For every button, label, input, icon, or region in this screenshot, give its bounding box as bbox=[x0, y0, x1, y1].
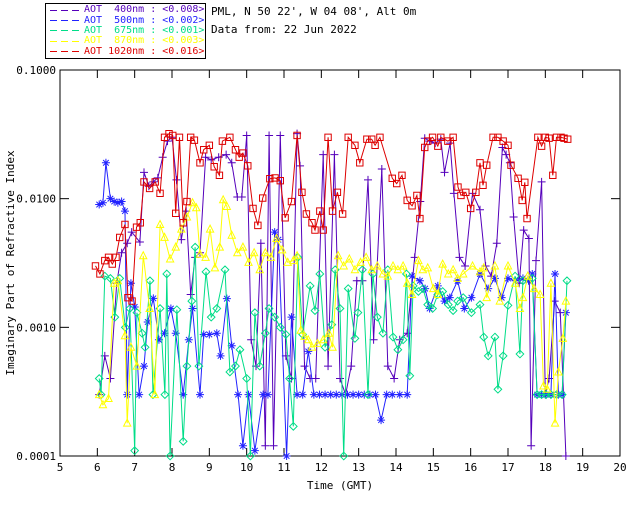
legend-label: AOT 870nm : <0.003> bbox=[84, 35, 205, 47]
dashed-line-icon bbox=[50, 9, 80, 11]
station-title: PML, N 50 22', W 04 08', Alt 0m bbox=[211, 5, 417, 18]
legend-box: AOT 400nm : <0.008> AOT 500nm : <0.002> AO… bbox=[45, 3, 206, 59]
y-tick-label: 0.0001 bbox=[16, 450, 56, 463]
legend-item-aot-500nm: AOT 500nm : <0.002> bbox=[48, 14, 205, 26]
axes: 5 6 7 8 9 10 11 12 13 14 15 16 17 18 19 20 0.1000 0.0100 0… bbox=[16, 64, 626, 474]
series-line-aot-1020nm bbox=[95, 133, 568, 303]
dashed-line-icon bbox=[50, 40, 80, 42]
dashed-line-icon bbox=[50, 30, 80, 32]
y-tick-label: 0.0010 bbox=[16, 321, 56, 334]
x-tick-label: 5 bbox=[57, 461, 64, 474]
y-tick-label: 0.0100 bbox=[16, 193, 56, 206]
series-markers-aot-1020nm bbox=[91, 129, 572, 305]
legend-item-aot-1020nm: AOT 1020nm : <0.016> bbox=[48, 45, 205, 57]
x-tick-label: 20 bbox=[613, 461, 626, 474]
legend-label: AOT 400nm : <0.008> bbox=[84, 4, 205, 16]
x-tick-label: 9 bbox=[206, 461, 213, 474]
x-tick-label: 12 bbox=[315, 461, 328, 474]
series-line-aot-870nm bbox=[98, 198, 567, 424]
legend-label: AOT 675nm : <0.001> bbox=[84, 24, 205, 36]
x-tick-label: 19 bbox=[576, 461, 589, 474]
x-tick-label: 11 bbox=[277, 461, 290, 474]
y-axis-label: Imaginary Part of Refractive Index bbox=[4, 150, 17, 376]
x-tick-label: 13 bbox=[352, 461, 365, 474]
x-tick-label: 16 bbox=[464, 461, 477, 474]
x-tick-label: 14 bbox=[389, 461, 403, 474]
series-markers-aot-870nm bbox=[94, 194, 571, 427]
x-axis-label: Time (GMT) bbox=[307, 479, 373, 492]
dashed-line-icon bbox=[50, 20, 80, 22]
data-series bbox=[91, 129, 572, 461]
legend-label: AOT 500nm : <0.002> bbox=[84, 14, 205, 26]
data-date: Data from: 22 Jun 2022 bbox=[211, 23, 357, 36]
x-tick-label: 6 bbox=[94, 461, 101, 474]
x-tick-label: 8 bbox=[169, 461, 176, 474]
x-tick-label: 17 bbox=[501, 461, 514, 474]
x-tick-label: 18 bbox=[539, 461, 552, 474]
y-tick-label: 0.1000 bbox=[16, 64, 56, 77]
x-tick-label: 15 bbox=[427, 461, 440, 474]
dashed-line-icon bbox=[50, 51, 80, 53]
legend-item-aot-870nm: AOT 870nm : <0.003> bbox=[48, 35, 205, 47]
x-tick-label: 7 bbox=[131, 461, 138, 474]
legend-label: AOT 1020nm : <0.016> bbox=[84, 45, 205, 57]
x-tick-label: 10 bbox=[240, 461, 253, 474]
legend-item-aot-400nm: AOT 400nm : <0.008> bbox=[48, 4, 205, 16]
legend-item-aot-675nm: AOT 675nm : <0.001> bbox=[48, 24, 205, 36]
